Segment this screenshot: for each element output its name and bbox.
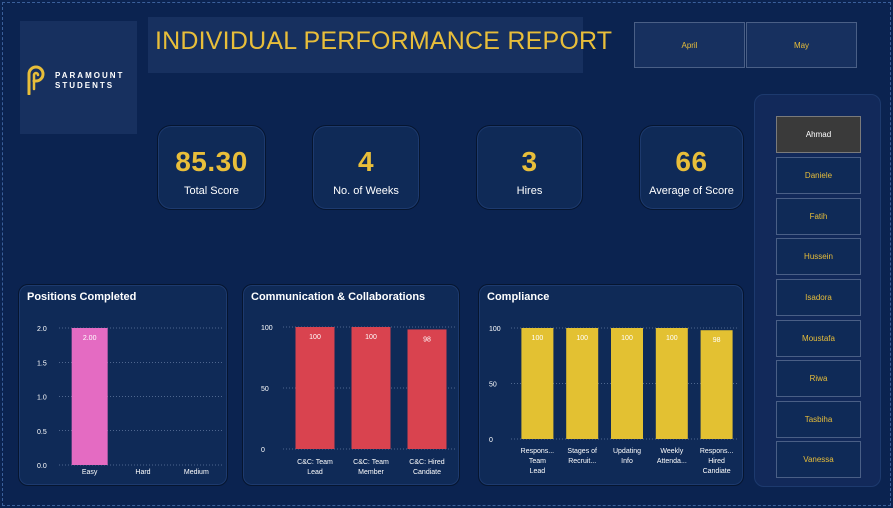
x-category-label: Candiate [413, 469, 441, 476]
y-tick-label: 1.5 [37, 360, 47, 367]
data-label: 100 [666, 335, 678, 342]
kpi-value: 3 [521, 146, 538, 177]
kpi-value: 66 [675, 146, 708, 177]
x-category-label: Respons... [700, 448, 734, 455]
x-category-label: Member [358, 469, 384, 476]
chart-title: Communication & Collaborations [251, 291, 426, 303]
x-category-label: Lead [307, 469, 323, 476]
y-tick-label: 0 [261, 447, 265, 454]
bar[interactable] [611, 328, 643, 439]
x-category-label: Candiate [703, 468, 731, 475]
person-slicer: Ahmad Daniele Fatih Hussein Isadora Mous… [754, 94, 881, 487]
kpi-label: Hires [516, 185, 543, 197]
y-tick-label: 100 [261, 325, 273, 332]
kpi-value: 85.30 [175, 146, 248, 177]
kpi-card-hires: 3 Hires [476, 125, 583, 210]
y-tick-label: 2.0 [37, 326, 47, 333]
kpi-label: No. of Weeks [333, 185, 399, 197]
report-title-panel: INDIVIDUAL PERFORMANCE REPORT [148, 17, 612, 73]
communication-chart: 0 50 100 100 C&C: Team Lead 100 C&C: Team Member… [261, 325, 455, 476]
paramount-p-icon [27, 65, 45, 95]
x-category-label: Weekly [660, 448, 683, 455]
slicer-item-daniele[interactable]: Daniele [776, 157, 861, 194]
x-category-label: Easy [82, 469, 98, 476]
bar[interactable] [700, 330, 733, 439]
chart-card-communication: Communication & Collaborations 0 50 100 100… [242, 284, 460, 486]
bar[interactable] [655, 328, 688, 439]
chart-title: Positions Completed [27, 291, 137, 303]
logo-text-line1: PARAMOUNT [55, 71, 125, 80]
data-label: 2.00 [83, 335, 97, 342]
chart-title: Compliance [487, 291, 550, 303]
x-category-label: Attenda... [657, 458, 687, 465]
y-tick-label: 0 [489, 437, 493, 444]
data-label: 100 [621, 335, 633, 342]
compliance-chart: 0 50 100 100 Respons... Team Lead 100 Stages of R… [489, 326, 739, 475]
bar[interactable] [351, 327, 391, 449]
positions-completed-chart: 0.0 0.5 1.0 1.5 2.0 2.00 Easy Hard Medium [37, 326, 223, 476]
bar[interactable] [521, 328, 554, 439]
kpi-card-total-score: 85.30 Total Score [157, 125, 266, 210]
data-label: 100 [532, 335, 544, 342]
kpi-card-average-score: 66 Average of Score [639, 125, 744, 210]
kpi-label: Total Score [183, 185, 240, 197]
kpi-card-weeks: 4 No. of Weeks [312, 125, 420, 210]
kpi-label: Average of Score [649, 185, 734, 197]
data-label: 100 [365, 334, 377, 341]
x-category-label: Stages of [567, 448, 597, 455]
chart-card-compliance: Compliance 0 50 100 100 Respons... Team Lead 10… [478, 284, 744, 486]
x-category-label: Lead [530, 468, 546, 475]
chart-card-positions-completed: Positions Completed 0.0 0.5 1.0 1.5 2.0 2.00 E… [18, 284, 228, 486]
month-button-may[interactable]: May [746, 22, 857, 68]
data-label: 98 [713, 337, 721, 344]
bar[interactable] [566, 328, 599, 439]
bar[interactable] [295, 327, 335, 449]
y-tick-label: 1.0 [37, 395, 47, 402]
kpi-value: 4 [357, 146, 375, 177]
x-category-label: Recruit... [568, 458, 596, 465]
report-title: INDIVIDUAL PERFORMANCE REPORT [155, 27, 613, 55]
x-category-label: C&C: Team [297, 459, 333, 466]
data-label: 98 [423, 336, 431, 343]
slicer-item-tasbiha[interactable]: Tasbiha [776, 401, 861, 438]
slicer-item-riwa[interactable]: Riwa [776, 360, 861, 397]
y-tick-label: 50 [261, 386, 269, 393]
x-category-label: Medium [184, 469, 209, 476]
bar[interactable] [71, 328, 108, 465]
x-category-label: C&C: Team [353, 459, 389, 466]
logo-text-line2: STUDENTS [55, 81, 115, 90]
month-button-april[interactable]: April [634, 22, 745, 68]
slicer-item-fatih[interactable]: Fatih [776, 198, 861, 235]
data-label: 100 [309, 334, 321, 341]
x-category-label: Hired [708, 458, 725, 465]
slicer-item-hussein[interactable]: Hussein [776, 238, 861, 275]
x-category-label: Updating [613, 448, 641, 455]
y-tick-label: 0.5 [37, 429, 47, 436]
bar[interactable] [407, 329, 447, 449]
slicer-item-vanessa[interactable]: Vanessa [776, 441, 861, 478]
slicer-item-isadora[interactable]: Isadora [776, 279, 861, 316]
x-category-label: C&C: Hired [409, 459, 445, 466]
slicer-item-moustafa[interactable]: Moustafa [776, 320, 861, 357]
x-category-label: Info [621, 458, 633, 465]
x-category-label: Team [529, 458, 546, 465]
y-tick-label: 100 [489, 326, 501, 333]
slicer-item-ahmad[interactable]: Ahmad [776, 116, 861, 153]
x-category-label: Hard [135, 469, 150, 476]
y-tick-label: 0.0 [37, 463, 47, 470]
logo-panel: PARAMOUNT STUDENTS [20, 21, 137, 134]
data-label: 100 [576, 335, 588, 342]
x-category-label: Respons... [521, 448, 555, 455]
y-tick-label: 50 [489, 382, 497, 389]
